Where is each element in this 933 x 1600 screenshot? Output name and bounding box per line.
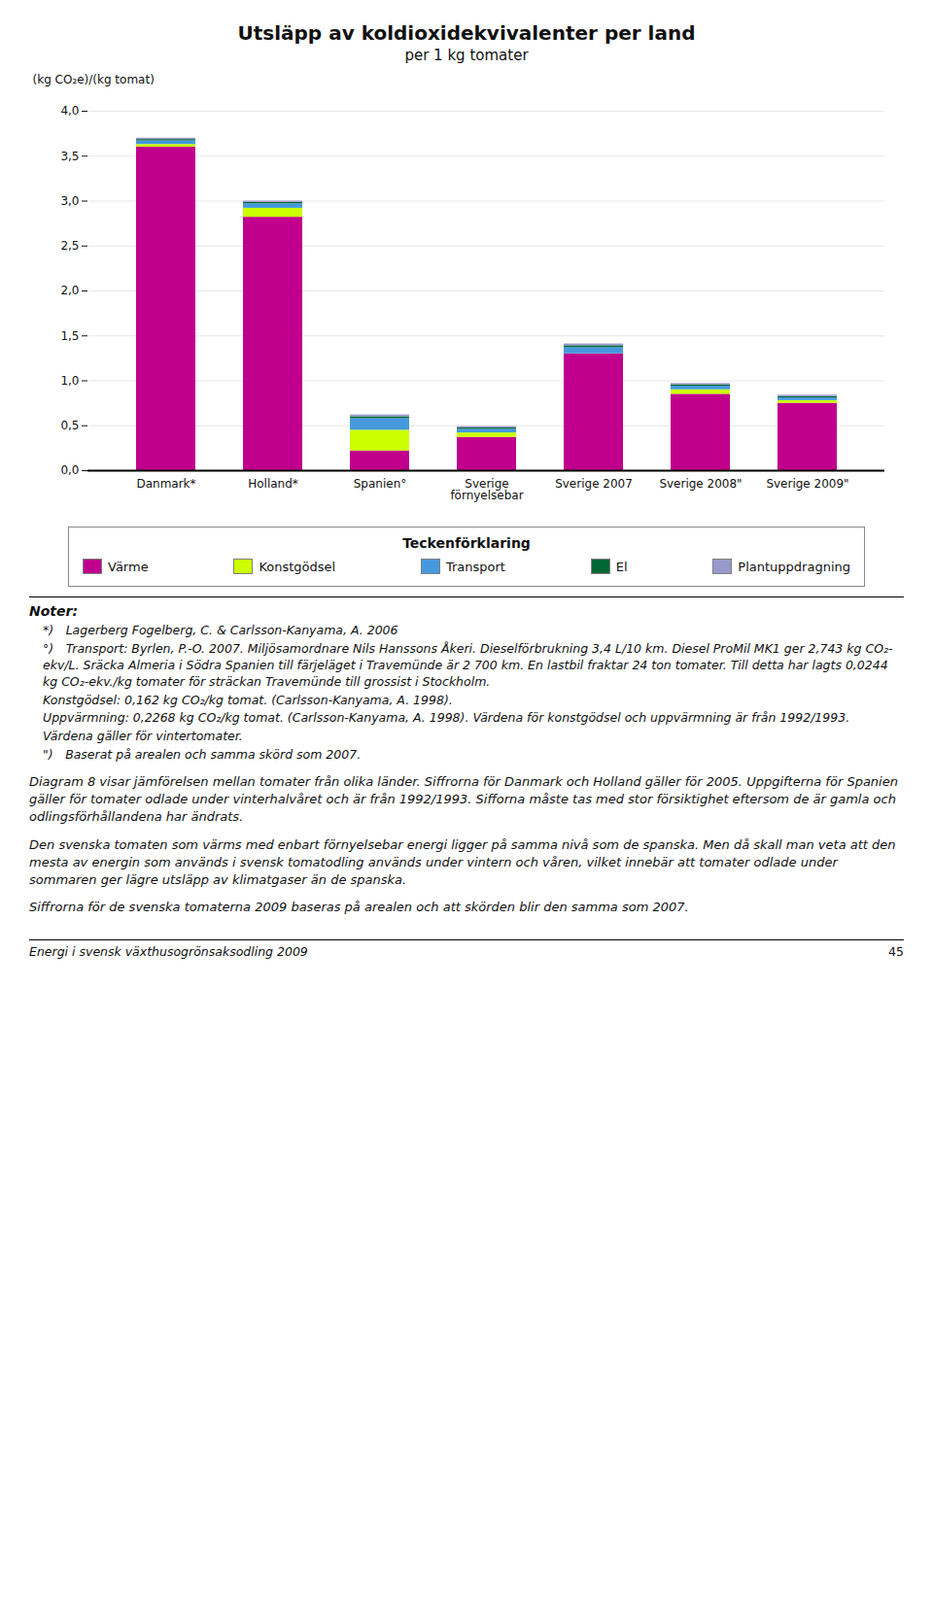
html-text:per 1 kg tomater: per 1 kg tomater <box>404 46 529 65</box>
html-text:Värdena gäller för vintertomat: Värdena gäller för vintertomater. <box>42 729 243 744</box>
svg-text:3,0: 3,0 <box>60 194 79 208</box>
html-text:El: El <box>615 559 628 574</box>
html-text:Uppvärmning: 0,2268 kg CO₂/kg: Uppvärmning: 0,2268 kg CO₂/kg tomat. (Ca… <box>42 710 850 726</box>
html-text:Värme: Värme <box>107 559 149 574</box>
svg-text:2,0: 2,0 <box>60 283 79 298</box>
html-text:Den svenska tomaten som värms: Den svenska tomaten som värms med enbart… <box>29 837 896 888</box>
html-text:Transport: Transport <box>446 559 506 574</box>
html-text:Konstgödsel: 0,162 kg CO₂/kg t: Konstgödsel: 0,162 kg CO₂/kg tomat. (Car… <box>42 692 453 708</box>
svg-text:(kg CO₂e)/(kg tomat): (kg CO₂e)/(kg tomat) <box>33 72 155 87</box>
html-text:Plantuppdragning: Plantuppdragning <box>737 559 851 574</box>
svg-text:Sverige 2008": Sverige 2008" <box>658 477 742 491</box>
html-text:Siffrorna för de svenska tomat: Siffrorna för de svenska tomaterna 2009 … <box>29 900 689 915</box>
svg-text:0,5: 0,5 <box>60 418 79 433</box>
svg-text:3,5: 3,5 <box>60 149 79 164</box>
html-text:45: 45 <box>888 944 904 960</box>
svg-text:0,0: 0,0 <box>60 463 79 478</box>
html-text:*) Lagerberg Fogelberg, C. & C: *) Lagerberg Fogelberg, C. & Carlsson-Ka… <box>42 622 398 638</box>
html-text:°) Transport: Byrlen, P.-O. 20: °) Transport: Byrlen, P.-O. 2007. Miljös… <box>42 641 893 689</box>
html-text:") Baserat på arealen och samm: ") Baserat på arealen och samma skörd so… <box>42 747 361 763</box>
svg-text:Sverigeförnyelsebar: Sverigeförnyelsebar <box>449 477 523 503</box>
svg-text:Sverige 2009": Sverige 2009" <box>765 477 849 491</box>
html-text:Konstgödsel: Konstgödsel <box>258 559 336 574</box>
html-text:Diagram 8 visar jämförelsen me: Diagram 8 visar jämförelsen mellan tomat… <box>29 774 899 825</box>
svg-text:2,5: 2,5 <box>60 239 79 253</box>
svg-text:Danmark*: Danmark* <box>136 477 196 491</box>
svg-text:Sverige 2007: Sverige 2007 <box>554 477 633 491</box>
html-text:Energi i svensk växthusogrönsa: Energi i svensk växthusogrönsaksodling 2… <box>29 944 308 960</box>
svg-text:1,5: 1,5 <box>60 329 79 344</box>
html-text:Utsläpp av koldioxidekvivalent: Utsläpp av koldioxidekvivalenter per lan… <box>237 21 696 45</box>
svg-text:1,0: 1,0 <box>60 374 79 388</box>
svg-text:Holland*: Holland* <box>247 477 299 491</box>
html-text:Teckenförklaring: Teckenförklaring <box>402 535 531 552</box>
html-text:Noter:: Noter: <box>29 603 78 620</box>
svg-text:4,0: 4,0 <box>60 103 79 118</box>
svg-text:Spanien°: Spanien° <box>353 477 408 491</box>
